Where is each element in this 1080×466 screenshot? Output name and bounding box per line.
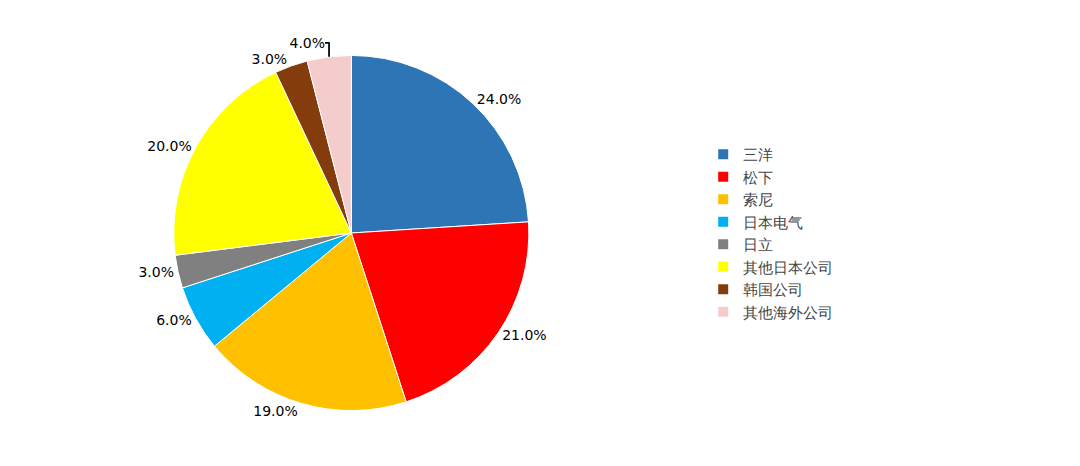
svg-text:韩国公司: 韩国公司 (743, 281, 803, 299)
svg-text:19.0%: 19.0% (253, 403, 297, 419)
svg-text:4.0%: 4.0% (289, 35, 325, 51)
svg-text:松下: 松下 (743, 169, 773, 187)
svg-text:索尼: 索尼 (743, 191, 773, 209)
svg-text:24.0%: 24.0% (477, 91, 521, 107)
svg-text:21.0%: 21.0% (502, 327, 546, 343)
svg-text:3.0%: 3.0% (138, 264, 174, 280)
svg-text:三洋: 三洋 (743, 146, 773, 164)
svg-text:其他日本公司: 其他日本公司 (743, 259, 833, 277)
svg-text:日立: 日立 (743, 236, 773, 254)
svg-text:日本电气: 日本电气 (743, 214, 803, 232)
svg-text:3.0%: 3.0% (252, 51, 288, 67)
svg-text:20.0%: 20.0% (147, 138, 191, 154)
svg-text:6.0%: 6.0% (156, 312, 192, 328)
svg-text:其他海外公司: 其他海外公司 (743, 304, 833, 322)
